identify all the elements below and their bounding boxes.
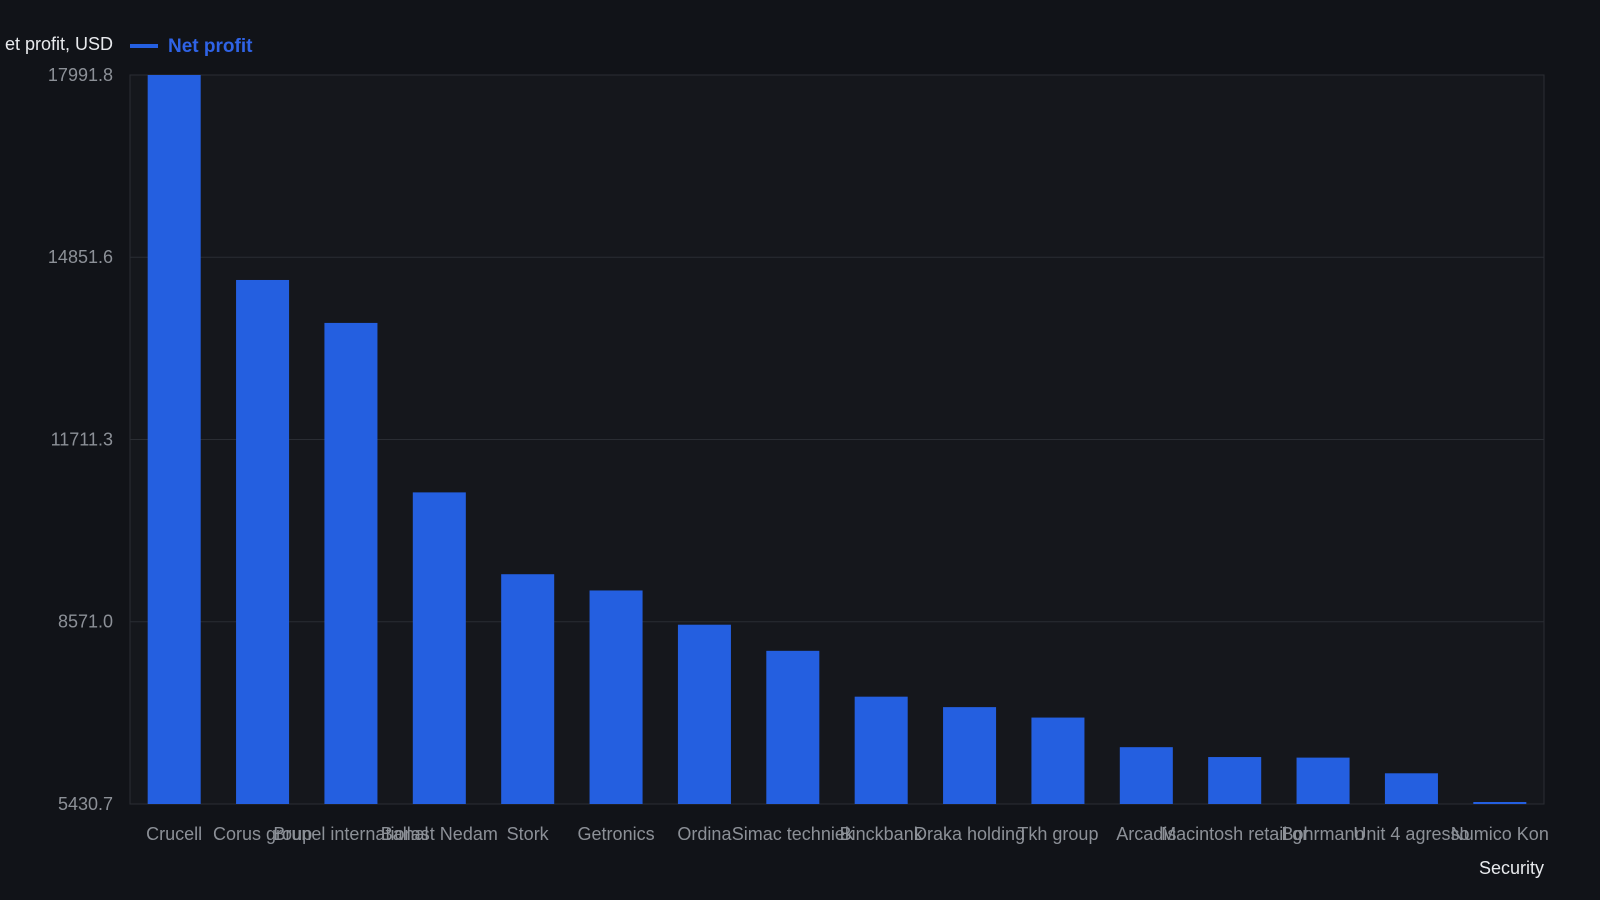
x-tick-label: Tkh group <box>1017 824 1098 844</box>
x-tick-label: Corus group <box>213 824 312 844</box>
bar[interactable] <box>1384 773 1438 804</box>
x-tick-label: Ordina <box>677 824 732 844</box>
bar[interactable] <box>1296 757 1350 804</box>
x-tick-label: Macintosh retail gr <box>1161 824 1308 844</box>
bar[interactable] <box>324 322 378 804</box>
x-tick-label: Binckbank <box>840 824 924 844</box>
y-tick-label: 17991.8 <box>48 65 113 85</box>
bar[interactable] <box>147 75 201 804</box>
x-tick-label: Arcadis <box>1116 824 1176 844</box>
legend[interactable]: Net profit <box>130 36 253 57</box>
bar[interactable] <box>677 624 731 804</box>
y-axis-ticks: 17991.8 14851.6 11711.3 8571.0 5430.7 <box>48 65 113 814</box>
x-tick-label: Stork <box>507 824 550 844</box>
y-tick-label: 5430.7 <box>58 794 113 814</box>
bar[interactable] <box>1031 717 1085 804</box>
x-tick-label: Simac techniek <box>732 824 855 844</box>
bars <box>147 75 1527 804</box>
x-tick-label: Draka holding <box>914 824 1025 844</box>
x-tick-label: Unit 4 agresso <box>1353 824 1469 844</box>
bar[interactable] <box>1208 757 1262 804</box>
bar[interactable] <box>589 590 643 804</box>
x-tick-label: Numico Kon <box>1451 824 1549 844</box>
y-tick-label: 8571.0 <box>58 612 113 632</box>
bar[interactable] <box>1473 802 1527 804</box>
bar[interactable] <box>943 707 997 804</box>
x-tick-label: Ballast Nedam <box>381 824 498 844</box>
bar[interactable] <box>236 279 290 804</box>
x-tick-label: Getronics <box>578 824 655 844</box>
x-tick-label: Brunel international <box>273 824 428 844</box>
y-axis-title: et profit, USD <box>5 34 113 54</box>
bar[interactable] <box>412 492 466 804</box>
y-tick-label: 11711.3 <box>51 429 113 449</box>
bar[interactable] <box>854 696 908 804</box>
legend-label: Net profit <box>168 36 253 57</box>
x-tick-label: Bohrmann <box>1282 824 1365 844</box>
y-tick-label: 14851.6 <box>48 247 113 267</box>
bar[interactable] <box>1119 747 1173 804</box>
x-tick-label: Crucell <box>146 824 202 844</box>
x-axis-title: Security <box>1479 858 1544 878</box>
bar[interactable] <box>766 650 820 804</box>
bar[interactable] <box>501 574 555 804</box>
